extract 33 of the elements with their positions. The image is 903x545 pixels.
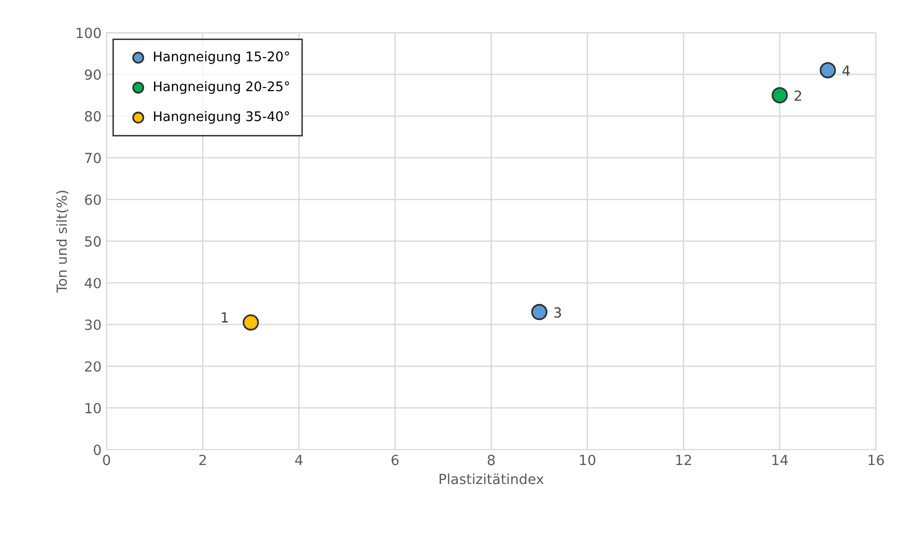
y-tick-label: 0 bbox=[94, 444, 101, 456]
y-tick-label: 90 bbox=[84, 69, 101, 80]
x-tick-label: 8 bbox=[488, 454, 495, 466]
y-axis-title: Ton und silt(%) bbox=[56, 190, 69, 293]
y-tick-label: 40 bbox=[84, 278, 101, 288]
legend-label: Hangneigung 35-40° bbox=[154, 111, 289, 124]
x-tick-label: 12 bbox=[676, 454, 692, 466]
y-tick-label: 70 bbox=[85, 152, 101, 164]
legend-label: Hangneigung 20-25° bbox=[154, 81, 289, 94]
y-tick-label: 100 bbox=[76, 28, 101, 38]
annotation: 1 bbox=[222, 312, 228, 322]
point bbox=[820, 62, 836, 78]
x-tick-label: 0 bbox=[103, 454, 110, 466]
annotation: 4 bbox=[842, 66, 850, 76]
point bbox=[242, 314, 259, 331]
x-tick-label: 4 bbox=[295, 454, 303, 466]
point bbox=[772, 87, 788, 104]
x-tick-label: 14 bbox=[772, 454, 788, 466]
y-tick-label: 50 bbox=[85, 236, 101, 247]
x-tick-label: 16 bbox=[868, 454, 884, 466]
point bbox=[531, 304, 548, 320]
y-tick-label: 10 bbox=[86, 402, 101, 414]
y-tick-label: 80 bbox=[84, 111, 101, 122]
annotation: 3 bbox=[554, 307, 561, 318]
x-axis-title: Plastizitätindex bbox=[440, 473, 544, 484]
y-tick-label: 20 bbox=[85, 361, 101, 372]
y-tick-label: 60 bbox=[84, 194, 101, 205]
x-tick-label: 10 bbox=[580, 454, 596, 466]
y-tick-label: 30 bbox=[85, 320, 101, 330]
x-tick-label: 6 bbox=[392, 454, 399, 466]
annotation: 2 bbox=[794, 90, 802, 101]
legend-label: Hangneigung 15-20° bbox=[154, 51, 289, 64]
x-tick-label: 2 bbox=[199, 454, 206, 466]
